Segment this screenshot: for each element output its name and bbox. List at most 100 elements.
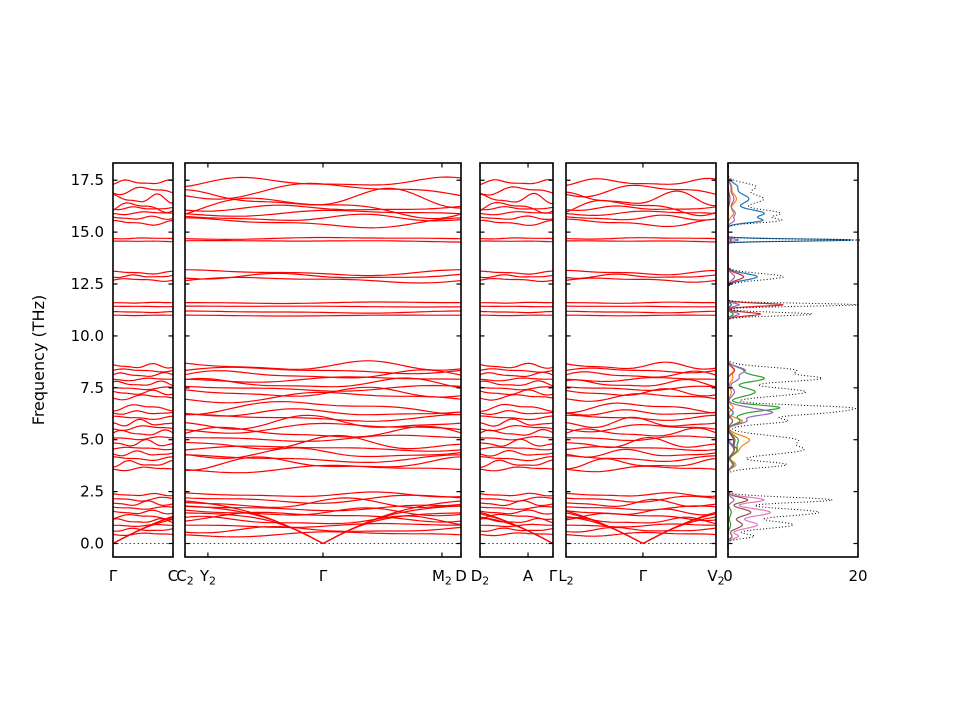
band-path	[184, 269, 462, 277]
x-tick-label: D2	[471, 567, 490, 588]
acoustic-band-path	[184, 500, 462, 545]
acoustic-band-path	[565, 510, 717, 544]
band-path	[112, 372, 174, 377]
band-path	[565, 361, 717, 370]
band-path	[184, 447, 462, 460]
band-path	[479, 211, 554, 216]
band-path	[565, 184, 717, 198]
x-tick-label: L2	[558, 567, 573, 588]
band-path	[184, 422, 462, 434]
acoustic-band-path	[184, 512, 462, 545]
band-path	[184, 204, 462, 212]
band-path	[479, 418, 554, 427]
band-path	[185, 305, 462, 308]
x-tick-label: M2	[432, 567, 452, 588]
band-path	[565, 314, 716, 317]
band-path	[184, 384, 462, 392]
band-path	[479, 371, 554, 378]
dos-series-green	[727, 163, 781, 550]
acoustic-band-path	[112, 515, 174, 545]
band-path	[565, 427, 717, 437]
band-path	[113, 311, 173, 314]
band-path	[565, 495, 717, 503]
band-path	[479, 270, 554, 275]
band-path	[112, 509, 174, 515]
band-path	[565, 409, 717, 416]
x-tick-label: Y2	[199, 567, 216, 588]
band-path	[184, 369, 462, 379]
x-tick-label: Γ	[549, 567, 558, 585]
band-path	[565, 526, 717, 533]
y-tick-label: 15.0	[71, 223, 104, 241]
band-path	[565, 508, 717, 516]
band-path	[565, 531, 717, 537]
band-path	[479, 380, 554, 387]
band-path	[565, 388, 717, 397]
band-path	[479, 410, 554, 415]
band-path	[565, 205, 717, 212]
band-path	[479, 446, 554, 451]
x-tick-label: A	[523, 567, 534, 585]
dos-total-curve	[727, 163, 861, 550]
band-path	[184, 366, 462, 375]
band-path	[565, 448, 717, 458]
band-path	[112, 211, 174, 216]
x-tick-label: Γ	[639, 567, 648, 585]
band-path	[113, 219, 174, 226]
band-path	[112, 438, 174, 447]
band-path	[479, 178, 554, 186]
band-path	[112, 179, 174, 185]
panel-frame-2	[479, 162, 554, 558]
band-path	[184, 456, 462, 472]
x-tick-label: C2	[176, 567, 193, 588]
band-path	[184, 209, 462, 217]
y-tick-label: 12.5	[71, 275, 104, 293]
band-path	[565, 436, 717, 449]
band-path	[184, 531, 462, 538]
band-path	[565, 210, 717, 216]
band-path	[480, 435, 554, 441]
band-path	[184, 507, 462, 517]
band-path	[184, 360, 462, 371]
y-tick-label: 5.0	[80, 431, 104, 449]
band-path	[112, 377, 174, 382]
band-path	[479, 186, 554, 196]
band-path	[565, 402, 717, 414]
band-path	[184, 525, 462, 534]
band-path	[112, 500, 174, 507]
band-path	[566, 301, 716, 304]
x-tick-label: 0	[723, 567, 733, 585]
band-path	[112, 394, 174, 401]
band-path	[112, 363, 174, 369]
band-path	[479, 305, 554, 308]
y-tick-label: 7.5	[80, 379, 104, 397]
band-path	[184, 272, 462, 280]
band-path	[184, 314, 461, 317]
band-path	[566, 269, 717, 276]
band-path	[479, 368, 554, 373]
band-path	[112, 436, 174, 441]
band-path	[184, 391, 462, 404]
band-path	[112, 527, 174, 532]
x-tick-label: Γ	[319, 567, 328, 585]
band-path	[184, 213, 462, 222]
band-path	[566, 305, 717, 308]
panel-frame-0	[112, 162, 174, 558]
band-path	[479, 505, 554, 511]
band-path	[113, 523, 173, 527]
band-path	[566, 414, 717, 421]
band-path	[113, 314, 173, 317]
band-path	[479, 386, 554, 391]
x-tick-label: V2	[707, 567, 724, 588]
band-path	[479, 527, 554, 532]
y-tick-label: 17.5	[71, 171, 104, 189]
band-path	[184, 376, 462, 383]
band-path	[479, 509, 554, 515]
panel-frame-4	[727, 162, 859, 558]
band-path	[184, 236, 462, 241]
band-path	[565, 498, 717, 508]
band-path	[112, 386, 174, 391]
dos-series-red	[727, 163, 784, 550]
band-path	[112, 380, 174, 387]
